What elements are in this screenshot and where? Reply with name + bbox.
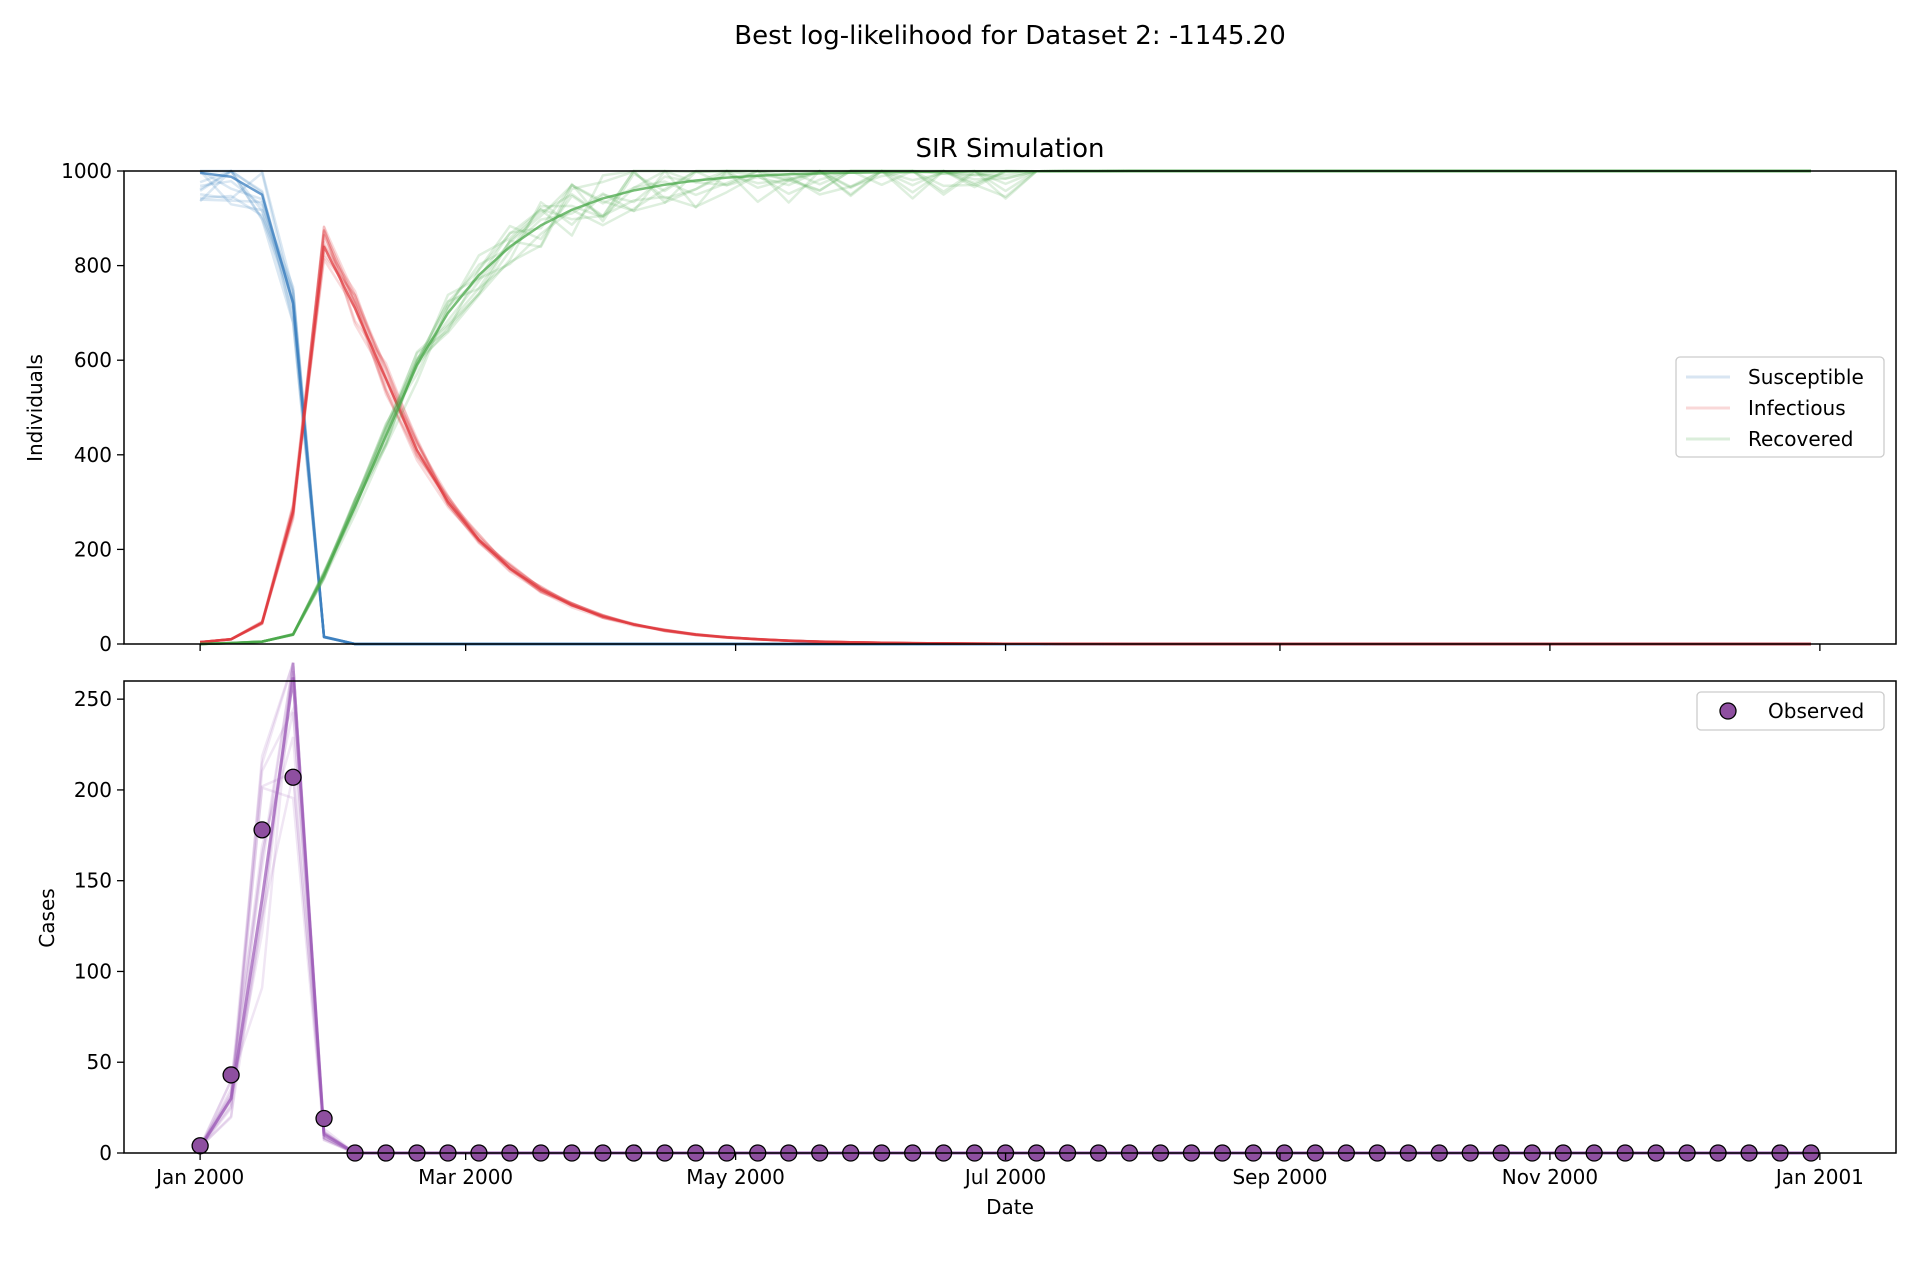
ensemble-line-susceptible: [199, 169, 1811, 646]
ensemble-line-infectious: [199, 229, 1811, 646]
ensemble-line-susceptible: [199, 169, 1811, 646]
xtick-label: Jul 2000: [963, 1165, 1046, 1189]
ensemble-line-cases: [199, 705, 1811, 1155]
cases-panel: 0 50 100 150 200 250 Jan 2000 Mar 2000 May 2000…: [35, 662, 1897, 1219]
ytick-label: 0: [99, 632, 112, 656]
ensemble-line-cases: [199, 711, 1811, 1155]
ensemble-line-infectious: [199, 229, 1811, 646]
ensemble-line-susceptible: [200, 169, 1811, 646]
ensemble-line-susceptible: [200, 198, 1811, 646]
xtick-label: Mar 2000: [418, 1165, 513, 1189]
ensemble-line-susceptible: [199, 169, 1811, 646]
ensemble-line-recovered: [200, 169, 1811, 646]
series-recovered: [200, 169, 1811, 646]
ensemble-line-cases: [198, 662, 1811, 1155]
ensemble-line-cases: [199, 662, 1811, 1155]
ytick-label: 100: [74, 959, 112, 983]
ensemble-line-infectious: [199, 225, 1811, 646]
ensemble-line-infectious: [199, 230, 1811, 646]
series-infectious: [199, 225, 1811, 646]
sir-panel-title: SIR Simulation: [916, 134, 1105, 164]
series-susceptible: [199, 169, 1811, 646]
ensemble-line-susceptible: [200, 194, 1811, 646]
ensemble-line-cases: [199, 736, 1811, 1155]
ensemble-line-recovered: [200, 169, 1811, 646]
ensemble-line-recovered: [200, 169, 1811, 646]
ensemble-line-cases: [199, 774, 1811, 1155]
series-line-susceptible: [199, 171, 1811, 646]
ensemble-line-susceptible: [199, 170, 1811, 646]
xtick-label: Nov 2000: [1502, 1165, 1598, 1189]
sir-legend: Susceptible Infectious Recovered: [1675, 356, 1885, 458]
ensemble-line-recovered: [200, 169, 1811, 646]
legend-swatch-observed: [1719, 702, 1737, 720]
ensemble-line-recovered: [200, 169, 1811, 646]
ensemble-line-susceptible: [199, 169, 1811, 646]
ensemble-line-cases: [199, 770, 1811, 1155]
ensemble-line-cases: [199, 786, 1811, 1155]
ensemble-line-recovered: [200, 169, 1811, 646]
ensemble-line-infectious: [199, 241, 1811, 646]
ensemble-line-recovered: [200, 169, 1811, 646]
legend-label-observed: Observed: [1768, 699, 1864, 723]
figure-suptitle: Best log-likelihood for Dataset 2: -1145…: [734, 21, 1286, 51]
xtick-label: Sep 2000: [1232, 1165, 1327, 1189]
fit-line-cases: [198, 677, 1811, 1155]
ytick-label: 1000: [61, 159, 112, 183]
ensemble-line-infectious: [199, 244, 1811, 646]
ensemble-line-cases: [198, 662, 1811, 1155]
ensemble-line-recovered: [200, 169, 1811, 646]
ytick-label: 0: [99, 1141, 112, 1165]
xtick-label: May 2000: [686, 1165, 785, 1189]
legend-box: [1696, 691, 1885, 731]
ytick-label: 200: [74, 778, 112, 802]
ensemble-line-susceptible: [199, 171, 1811, 646]
ytick-label: 800: [74, 254, 112, 278]
sir-panel-ylabel: Individuals: [23, 354, 47, 462]
ensemble-line-infectious: [199, 233, 1811, 646]
xtick-label: Jan 2001: [1774, 1165, 1864, 1189]
ytick-label: 50: [87, 1050, 112, 1074]
ensemble-line-recovered: [200, 169, 1811, 646]
ytick-label: 600: [74, 348, 112, 372]
observed-point: [191, 1137, 209, 1155]
sir-panel-frame: [123, 170, 1897, 645]
observed-point: [253, 821, 271, 839]
ytick-label: 150: [74, 869, 112, 893]
cases-legend: Observed: [1696, 691, 1885, 731]
ensemble-line-recovered: [200, 169, 1811, 646]
legend-box: [1675, 356, 1885, 458]
observed-point: [315, 1109, 333, 1128]
observed-point: [284, 768, 302, 786]
ytick-label: 400: [74, 443, 112, 467]
legend-label-susceptible: Susceptible: [1748, 365, 1864, 389]
ensemble-line-recovered: [200, 169, 1811, 646]
ensemble-line-cases: [198, 662, 1811, 1155]
ytick-label: 250: [74, 687, 112, 711]
ensemble-line-susceptible: [199, 169, 1811, 646]
legend-label-infectious: Infectious: [1748, 396, 1846, 420]
cases-panel-xlabel: Date: [986, 1195, 1034, 1219]
ensemble-line-cases: [199, 670, 1811, 1155]
observed-point: [222, 1066, 240, 1084]
cases-panel-frame: [123, 680, 1897, 1154]
series-line-recovered: [200, 169, 1811, 646]
ensemble-line-susceptible: [200, 169, 1811, 646]
ensemble-line-cases: [199, 662, 1811, 1155]
ensemble-line-infectious: [199, 234, 1811, 646]
ensemble-line-cases: [199, 662, 1811, 1155]
ensemble-line-infectious: [199, 225, 1811, 646]
ensemble-line-cases: [199, 662, 1811, 1155]
ensemble-line-recovered: [200, 169, 1811, 646]
cases-panel-ylabel: Cases: [35, 888, 59, 947]
ytick-label: 200: [74, 537, 112, 561]
sir-panel: SIR Simulation 0 200 400 600 800 1000 Individ…: [23, 134, 1897, 656]
xtick-label: Jan 2000: [154, 1165, 244, 1189]
ensemble-line-susceptible: [199, 179, 1811, 646]
legend-label-recovered: Recovered: [1748, 427, 1853, 451]
